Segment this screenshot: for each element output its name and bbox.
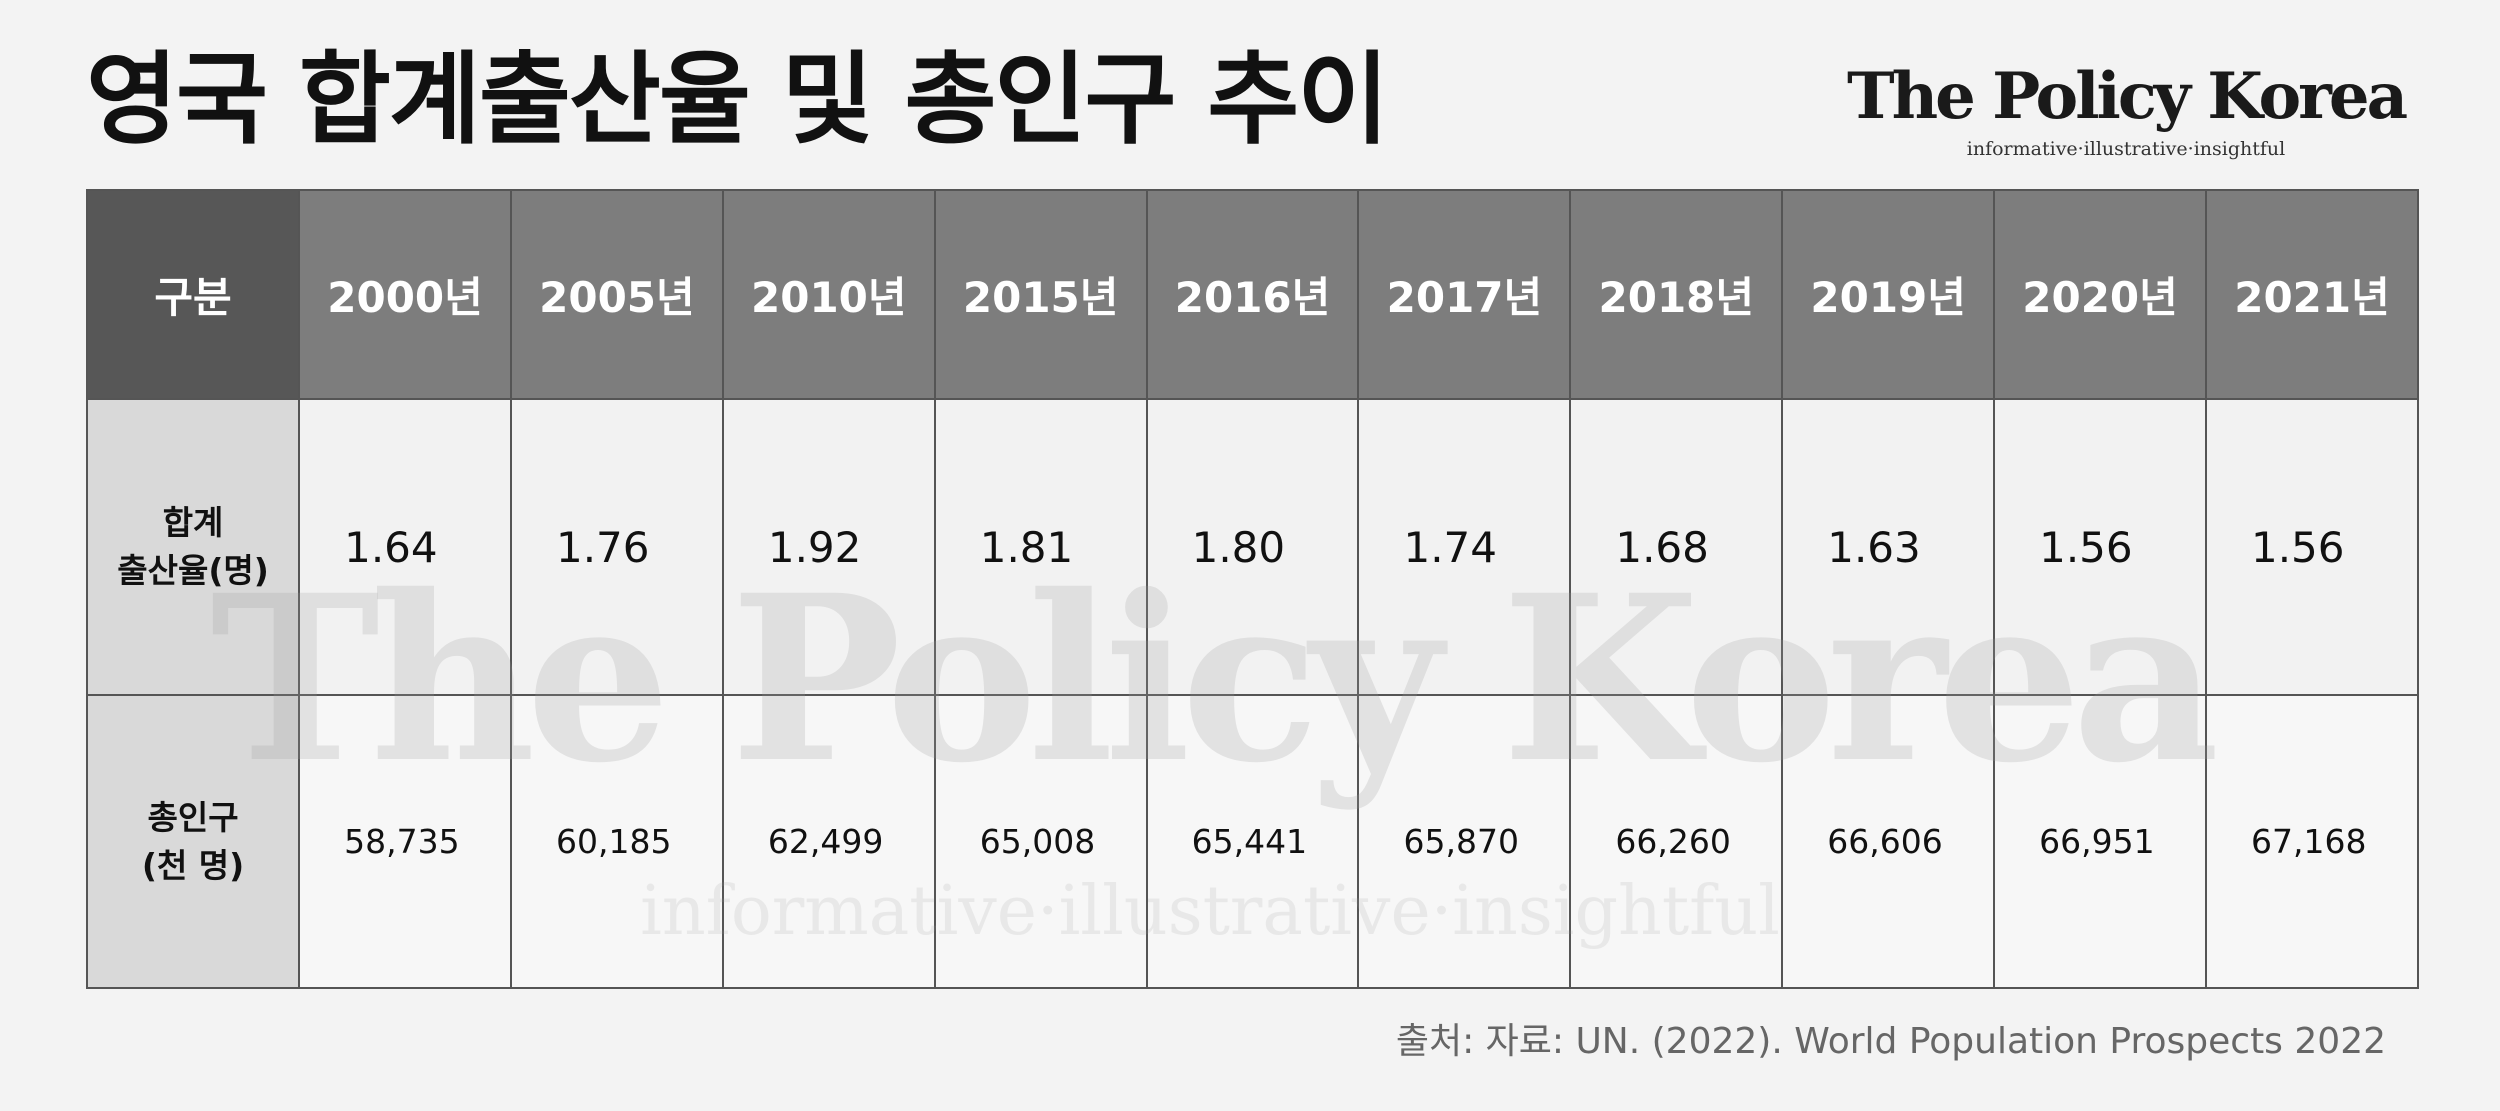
fertility-rate-cell: 1.68 xyxy=(1569,398,1784,696)
population-cell: 65,008 xyxy=(933,694,1148,989)
population-cell: 60,185 xyxy=(509,694,724,989)
population-cell: 66,260 xyxy=(1569,694,1784,989)
year-header: 2019년 xyxy=(1781,189,1996,400)
population-cell: 58,735 xyxy=(298,694,512,989)
label-line: (천 명) xyxy=(141,845,245,885)
population-cell: 66,951 xyxy=(1993,694,2207,989)
population-cell: 67,168 xyxy=(2204,694,2420,989)
data-table: 구분 2000년 2005년 2010년 2015년 2016년 2017년 2… xyxy=(85,189,2420,989)
fertility-rate-cell: 1.92 xyxy=(721,398,936,696)
year-header: 2000년 xyxy=(298,189,512,400)
fertility-rate-cell: 1.74 xyxy=(1357,398,1572,696)
year-header: 2020년 xyxy=(1993,189,2207,400)
fertility-rate-cell: 1.76 xyxy=(509,398,724,696)
fertility-rate-row: 합계 출산율(명) 1.64 1.76 1.92 1.81 1.80 1.74 … xyxy=(85,398,2420,696)
fertility-rate-cell: 1.80 xyxy=(1145,398,1360,696)
brand-tagline: informative·illustrative·insightful xyxy=(1966,138,2286,161)
table-header-row: 구분 2000년 2005년 2010년 2015년 2016년 2017년 2… xyxy=(85,189,2420,400)
fertility-rate-cell: 1.81 xyxy=(933,398,1148,696)
population-label: 총인구 (천 명) xyxy=(85,694,301,989)
data-table-container: 구분 2000년 2005년 2010년 2015년 2016년 2017년 2… xyxy=(85,189,2420,989)
year-header: 2017년 xyxy=(1357,189,1572,400)
brand-logo: The Policy Korea informative·illustrativ… xyxy=(1846,59,2408,161)
population-cell: 65,870 xyxy=(1357,694,1572,989)
brand-name: The Policy Korea xyxy=(1846,59,2408,134)
year-header: 2016년 xyxy=(1145,189,1360,400)
population-cell: 62,499 xyxy=(721,694,936,989)
population-row: 총인구 (천 명) 58,735 60,185 62,499 65,008 65… xyxy=(85,694,2420,989)
corner-header: 구분 xyxy=(85,189,301,400)
fertility-rate-cell: 1.56 xyxy=(2204,398,2420,696)
year-header: 2005년 xyxy=(509,189,724,400)
population-cell: 66,606 xyxy=(1781,694,1996,989)
label-line: 총인구 xyxy=(147,797,239,837)
year-header: 2015년 xyxy=(933,189,1148,400)
fertility-rate-cell: 1.56 xyxy=(1993,398,2207,696)
year-header: 2010년 xyxy=(721,189,936,400)
label-line: 출산율(명) xyxy=(117,551,269,590)
source-note: 출처: 자료: UN. (2022). World Population Pro… xyxy=(1395,1021,2386,1062)
fertility-rate-label: 합계 출산율(명) xyxy=(85,398,301,696)
fertility-rate-cell: 1.63 xyxy=(1781,398,1996,696)
fertility-rate-cell: 1.64 xyxy=(298,398,512,696)
label-line: 합계 xyxy=(162,503,224,543)
population-cell: 65,441 xyxy=(1145,694,1360,989)
year-header: 2021년 xyxy=(2204,189,2420,400)
page-title: 영국 합계출산율 및 총인구 추이 xyxy=(86,41,1389,158)
year-header: 2018년 xyxy=(1569,189,1784,400)
